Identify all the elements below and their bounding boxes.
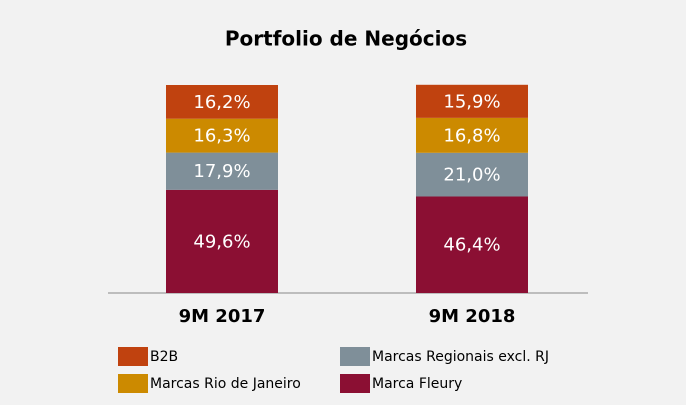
legend-swatch [118,347,148,366]
bar-segment [416,196,528,293]
bar-segment [166,118,278,153]
legend-label: Marcas Rio de Janeiro [150,376,301,392]
data-label: 16,3% [193,126,250,147]
data-label: 16,2% [193,92,250,113]
legend-swatch [340,347,370,366]
data-label: 17,9% [193,161,250,182]
legend-label: Marca Fleury [372,376,462,392]
legend-swatch [340,374,370,393]
data-label: 15,9% [443,91,500,112]
bar-segment [166,152,278,190]
bar-segment [416,152,528,197]
x-tick-label: 9M 2017 [179,306,266,327]
data-label: 49,6% [193,231,250,252]
data-label: 21,0% [443,165,500,186]
data-label: 16,8% [443,125,500,146]
bar-segment [166,189,278,293]
legend-label: B2B [150,349,178,365]
legend-swatch [118,374,148,393]
data-label: 46,4% [443,235,500,256]
bar-segment [416,84,528,118]
legend-label: Marcas Regionais excl. RJ [372,349,549,365]
x-tick-label: 9M 2018 [429,306,516,327]
bar-segment [416,117,528,153]
chart-title: Portfolio de Negócios [225,27,467,51]
bar-segment [166,85,278,119]
